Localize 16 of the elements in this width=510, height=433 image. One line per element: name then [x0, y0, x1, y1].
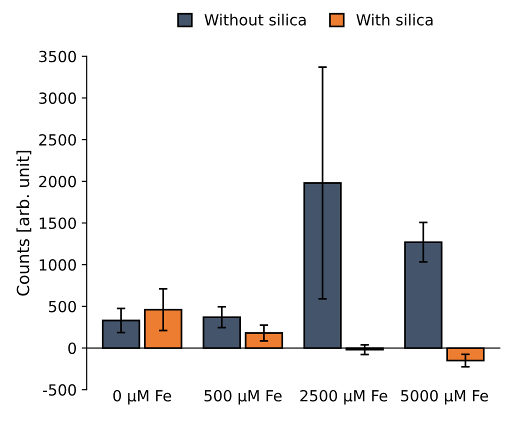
x-tick-label: 5000 µM Fe: [401, 390, 488, 404]
y-axis-title: Counts [arb. unit]: [16, 150, 32, 296]
x-tick-label: 0 µM Fe: [113, 390, 172, 404]
y-tick-label: 1500: [40, 217, 76, 230]
x-tick-label: 2500 µM Fe: [300, 390, 388, 404]
y-tick-label: 3000: [39, 92, 76, 104]
y-tick-label: -500: [43, 384, 76, 396]
y-tick-label: 3500: [39, 50, 76, 62]
legend-label: With silica: [356, 14, 433, 26]
y-tick-label: 0: [68, 342, 76, 354]
legend-label: Without silica: [204, 14, 306, 26]
y-tick-label: 2500: [39, 134, 76, 146]
y-tick-label: 1000: [40, 259, 76, 271]
x-tick-label: 500 µM Fe: [204, 390, 282, 404]
y-tick-label: 2000: [39, 176, 76, 188]
y-tick-label: 500: [48, 300, 76, 312]
